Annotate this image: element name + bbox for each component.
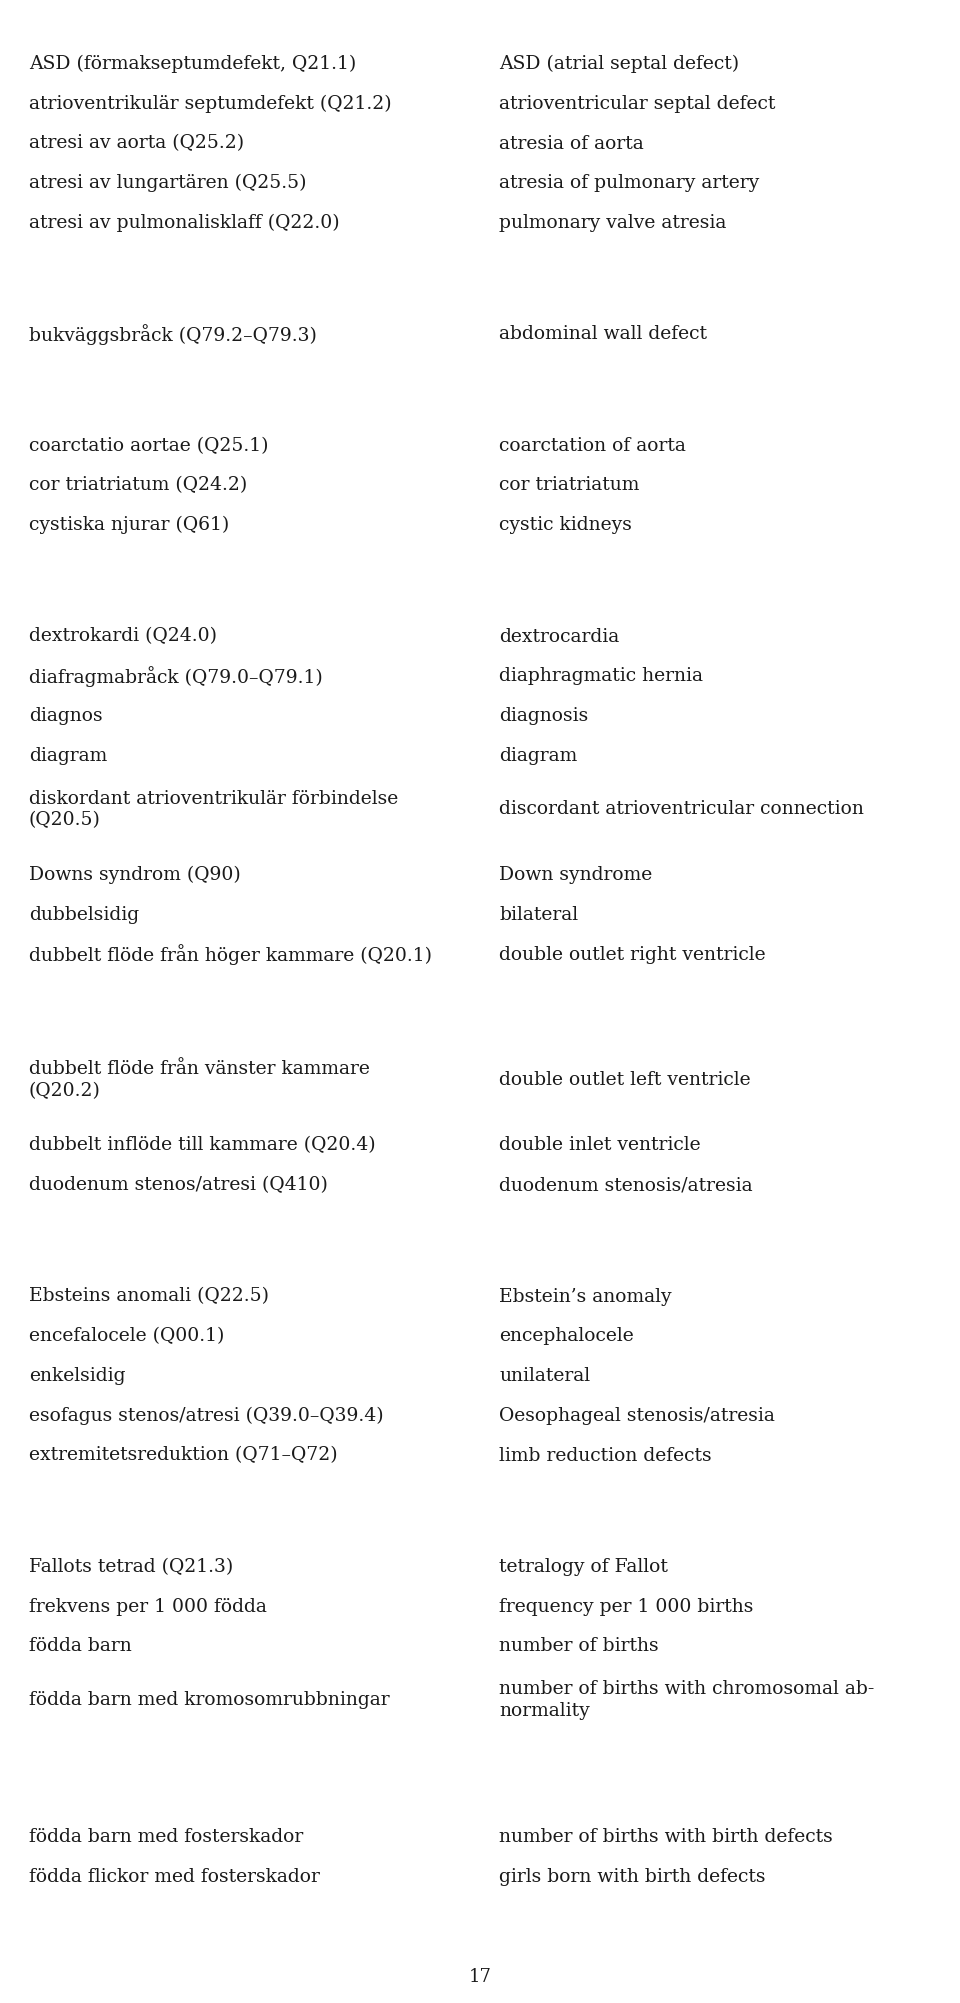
Text: limb reduction defects: limb reduction defects (499, 1446, 711, 1464)
Text: cystiska njurar (Q61): cystiska njurar (Q61) (29, 517, 229, 535)
Text: födda flickor med fosterskador: födda flickor med fosterskador (29, 1869, 320, 1887)
Text: double outlet right ventricle: double outlet right ventricle (499, 945, 766, 963)
Text: födda barn med kromosomrubbningar: födda barn med kromosomrubbningar (29, 1691, 390, 1709)
Text: dubbelt flöde från höger kammare (Q20.1): dubbelt flöde från höger kammare (Q20.1) (29, 943, 432, 965)
Text: double inlet ventricle: double inlet ventricle (499, 1136, 701, 1154)
Text: födda barn: födda barn (29, 1636, 132, 1654)
Text: girls born with birth defects: girls born with birth defects (499, 1869, 766, 1887)
Text: tetralogy of Fallot: tetralogy of Fallot (499, 1558, 668, 1576)
Text: cor triatriatum (Q24.2): cor triatriatum (Q24.2) (29, 477, 247, 495)
Text: dubbelt inflöde till kammare (Q20.4): dubbelt inflöde till kammare (Q20.4) (29, 1136, 375, 1154)
Text: atresi av aorta (Q25.2): atresi av aorta (Q25.2) (29, 134, 244, 152)
Text: diagnos: diagnos (29, 707, 103, 725)
Text: Oesophageal stenosis/atresia: Oesophageal stenosis/atresia (499, 1406, 775, 1424)
Text: diagnosis: diagnosis (499, 707, 588, 725)
Text: number of births with chromosomal ab-
normality: number of births with chromosomal ab- no… (499, 1681, 875, 1721)
Text: dubbelsidig: dubbelsidig (29, 905, 139, 923)
Text: extremitetsreduktion (Q71–Q72): extremitetsreduktion (Q71–Q72) (29, 1446, 337, 1464)
Text: diagram: diagram (29, 747, 108, 765)
Text: Down syndrome: Down syndrome (499, 865, 653, 883)
Text: atresia of pulmonary artery: atresia of pulmonary artery (499, 174, 759, 192)
Text: ASD (atrial septal defect): ASD (atrial septal defect) (499, 54, 739, 74)
Text: enkelsidig: enkelsidig (29, 1366, 126, 1384)
Text: duodenum stenosis/atresia: duodenum stenosis/atresia (499, 1176, 753, 1194)
Text: encephalocele: encephalocele (499, 1328, 634, 1346)
Text: diagram: diagram (499, 747, 578, 765)
Text: 17: 17 (468, 1969, 492, 1985)
Text: esofagus stenos/atresi (Q39.0–Q39.4): esofagus stenos/atresi (Q39.0–Q39.4) (29, 1406, 383, 1424)
Text: cor triatriatum: cor triatriatum (499, 477, 639, 495)
Text: cystic kidneys: cystic kidneys (499, 517, 632, 535)
Text: dubbelt flöde från vänster kammare
(Q20.2): dubbelt flöde från vänster kammare (Q20.… (29, 1060, 370, 1100)
Text: diaphragmatic hernia: diaphragmatic hernia (499, 667, 703, 685)
Text: duodenum stenos/atresi (Q410): duodenum stenos/atresi (Q410) (29, 1176, 327, 1194)
Text: atresi av lungartären (Q25.5): atresi av lungartären (Q25.5) (29, 174, 306, 192)
Text: bukväggsbråck (Q79.2–Q79.3): bukväggsbråck (Q79.2–Q79.3) (29, 324, 317, 345)
Text: encefalocele (Q00.1): encefalocele (Q00.1) (29, 1328, 225, 1346)
Text: atrioventrikulär septumdefekt (Q21.2): atrioventrikulär septumdefekt (Q21.2) (29, 94, 392, 112)
Text: frekvens per 1 000 födda: frekvens per 1 000 födda (29, 1598, 267, 1616)
Text: atresia of aorta: atresia of aorta (499, 134, 644, 152)
Text: unilateral: unilateral (499, 1366, 590, 1384)
Text: födda barn med fosterskador: födda barn med fosterskador (29, 1829, 303, 1847)
Text: number of births: number of births (499, 1636, 659, 1654)
Text: discordant atrioventricular connection: discordant atrioventricular connection (499, 801, 864, 819)
Text: diafragmabråck (Q79.0–Q79.1): diafragmabråck (Q79.0–Q79.1) (29, 665, 323, 687)
Text: dextrocardia: dextrocardia (499, 627, 619, 645)
Text: coarctation of aorta: coarctation of aorta (499, 437, 686, 455)
Text: double outlet left ventricle: double outlet left ventricle (499, 1072, 751, 1090)
Text: pulmonary valve atresia: pulmonary valve atresia (499, 214, 727, 232)
Text: atresi av pulmonalisklaff (Q22.0): atresi av pulmonalisklaff (Q22.0) (29, 214, 340, 232)
Text: Ebstein’s anomaly: Ebstein’s anomaly (499, 1288, 672, 1306)
Text: abdominal wall defect: abdominal wall defect (499, 324, 708, 343)
Text: diskordant atrioventrikulär förbindelse
(Q20.5): diskordant atrioventrikulär förbindelse … (29, 789, 398, 829)
Text: Downs syndrom (Q90): Downs syndrom (Q90) (29, 865, 241, 883)
Text: Fallots tetrad (Q21.3): Fallots tetrad (Q21.3) (29, 1558, 233, 1576)
Text: dextrokardi (Q24.0): dextrokardi (Q24.0) (29, 627, 217, 645)
Text: coarctatio aortae (Q25.1): coarctatio aortae (Q25.1) (29, 437, 268, 455)
Text: number of births with birth defects: number of births with birth defects (499, 1829, 833, 1847)
Text: Ebsteins anomali (Q22.5): Ebsteins anomali (Q22.5) (29, 1288, 269, 1306)
Text: atrioventricular septal defect: atrioventricular septal defect (499, 94, 776, 112)
Text: frequency per 1 000 births: frequency per 1 000 births (499, 1598, 754, 1616)
Text: bilateral: bilateral (499, 905, 578, 923)
Text: ASD (förmakseptumdefekt, Q21.1): ASD (förmakseptumdefekt, Q21.1) (29, 54, 356, 74)
